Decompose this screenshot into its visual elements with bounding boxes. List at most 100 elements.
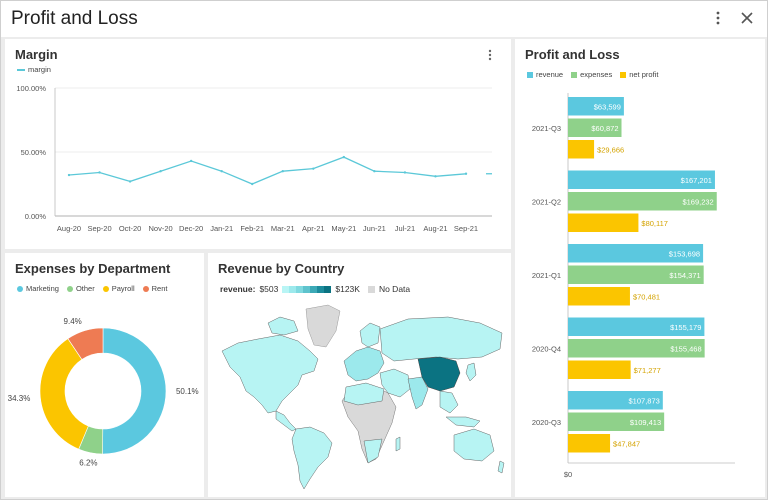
scale-label: revenue: [220, 284, 256, 294]
x-tick-label: Aug-20 [57, 224, 81, 233]
bar-value-label: $29,666 [597, 145, 624, 154]
margin-legend: margin [17, 65, 51, 74]
margin-line-chart: 100.00% 50.00% 0.00% Aug-20 Sep-20 Oct-20 Nov… [16, 84, 492, 233]
x-tick-label: Nov-20 [149, 224, 173, 233]
donut-label: 9.4% [64, 317, 82, 326]
donut-slice-payroll[interactable] [39, 338, 89, 450]
bar-value-label: $70,481 [633, 292, 660, 301]
bar-value-label: $60,872 [591, 124, 618, 133]
category-label: 2021-Q2 [532, 197, 561, 206]
legend-label: net profit [629, 70, 659, 79]
legend-dot [66, 285, 73, 292]
color-scale-bar [282, 285, 332, 293]
legend-swatch [620, 71, 627, 78]
map-region-new-zealand[interactable] [497, 460, 505, 474]
more-vertical-icon[interactable] [709, 9, 727, 27]
legend-item-payroll[interactable]: Payroll [102, 284, 135, 293]
legend-item-rent[interactable]: Rent [142, 284, 167, 293]
donut-label: 6.2% [79, 459, 97, 468]
bar-value-label: $63,599 [594, 102, 621, 111]
map-region-north-africa[interactable] [343, 382, 385, 406]
x-tick-label: Dec-20 [179, 224, 203, 233]
legend-label: expenses [580, 70, 613, 79]
close-icon[interactable] [738, 9, 756, 27]
revenue-panel: Revenue by Country revenue: $503 $123K N… [208, 253, 511, 497]
expenses-donut-chart: 50.1% 6.2% 34.3% 9.4% [8, 317, 199, 468]
legend-item-net-profit[interactable]: net profit [620, 70, 658, 79]
map-region-scandinavia[interactable] [359, 322, 381, 348]
legend-swatch [571, 71, 578, 78]
map-region-europe[interactable] [343, 346, 385, 382]
bar-revenue[interactable] [568, 97, 624, 116]
y-tick-label: 100.00% [16, 84, 46, 93]
bar-net-profit[interactable] [568, 213, 639, 233]
bar-revenue[interactable] [568, 317, 705, 337]
bar-net-profit[interactable] [568, 360, 631, 380]
x-tick-label: Apr-21 [302, 224, 325, 233]
map-region-southeast-asia[interactable] [439, 390, 459, 414]
scale-min: $503 [259, 284, 279, 294]
map-region-central-america[interactable] [275, 410, 297, 432]
bar-expenses[interactable] [568, 412, 665, 432]
bar-net-profit[interactable] [568, 434, 611, 453]
x-tick-label: Jan-21 [210, 224, 233, 233]
bar-value-label: $155,179 [670, 323, 701, 332]
map-region-indonesia[interactable] [445, 416, 481, 428]
map-region-south-africa[interactable] [363, 438, 383, 464]
bar-value-label: $109,413 [630, 418, 661, 427]
map-region-north-america[interactable] [221, 334, 319, 414]
map-region-south-america[interactable] [291, 426, 333, 490]
donut-label: 50.1% [176, 387, 199, 396]
map-region-canada-islands[interactable] [267, 316, 299, 336]
bar-value-label: $154,371 [669, 271, 700, 280]
bar-revenue[interactable] [568, 391, 663, 410]
donut-slice-rent[interactable] [67, 327, 104, 360]
legend-label: margin [28, 65, 51, 74]
legend-swatch [527, 71, 533, 78]
donut-slice-marketing[interactable] [102, 327, 167, 455]
x-tick-label: Mar-21 [271, 224, 295, 233]
expenses-legend: Marketing Other Payroll Rent [17, 284, 167, 293]
bar-value-label: $47,847 [613, 439, 640, 448]
margin-title: Margin [15, 47, 58, 62]
donut-label: 34.3% [8, 394, 31, 403]
map-region-russia[interactable] [379, 316, 503, 362]
page-title: Profit and Loss [11, 8, 138, 29]
bar-net-profit[interactable] [568, 140, 595, 159]
x-tick-label: Jun-21 [363, 224, 386, 233]
legend-item-marketing[interactable]: Marketing [17, 284, 59, 293]
map-region-japan[interactable] [465, 362, 477, 382]
category-label: 2020-Q3 [532, 418, 561, 427]
map-region-middle-east[interactable] [379, 368, 411, 398]
legend-dot [142, 285, 149, 292]
bar-net-profit[interactable] [568, 287, 630, 306]
margin-panel: Margin margin 100.00% 50.00% 0.00% Aug-20 S… [5, 39, 511, 249]
bar-expenses[interactable] [568, 118, 622, 138]
map-region-madagascar[interactable] [395, 436, 401, 452]
expenses-title: Expenses by Department [15, 261, 171, 276]
x-tick-label: Aug-21 [423, 224, 447, 233]
no-data-label: No Data [378, 284, 411, 294]
bar-expenses[interactable] [568, 192, 717, 211]
legend-dot [102, 285, 109, 292]
map-region-china[interactable] [417, 356, 461, 392]
bar-expenses[interactable] [568, 265, 704, 285]
bar-value-label: $167,201 [681, 176, 712, 185]
bar-value-label: $153,698 [669, 249, 700, 258]
legend-item-expenses[interactable]: expenses [571, 70, 612, 79]
legend-item-revenue[interactable]: revenue [527, 70, 563, 79]
bar-revenue[interactable] [568, 170, 715, 190]
x-tick-label: Oct-20 [119, 224, 142, 233]
map-region-greenland[interactable] [305, 304, 341, 348]
bar-value-label: $155,468 [670, 344, 701, 353]
expenses-panel: Expenses by Department Marketing Other Pay… [5, 253, 204, 497]
legend-label: revenue [536, 70, 564, 79]
category-label: 2020-Q4 [532, 344, 561, 353]
legend-item-other[interactable]: Other [66, 284, 95, 293]
bar-revenue[interactable] [568, 244, 704, 263]
revenue-scale: revenue: $503 $123K No Data [220, 284, 410, 294]
map-region-australia[interactable] [453, 428, 495, 462]
bar-expenses[interactable] [568, 339, 705, 358]
panel-menu-icon[interactable] [484, 48, 496, 62]
